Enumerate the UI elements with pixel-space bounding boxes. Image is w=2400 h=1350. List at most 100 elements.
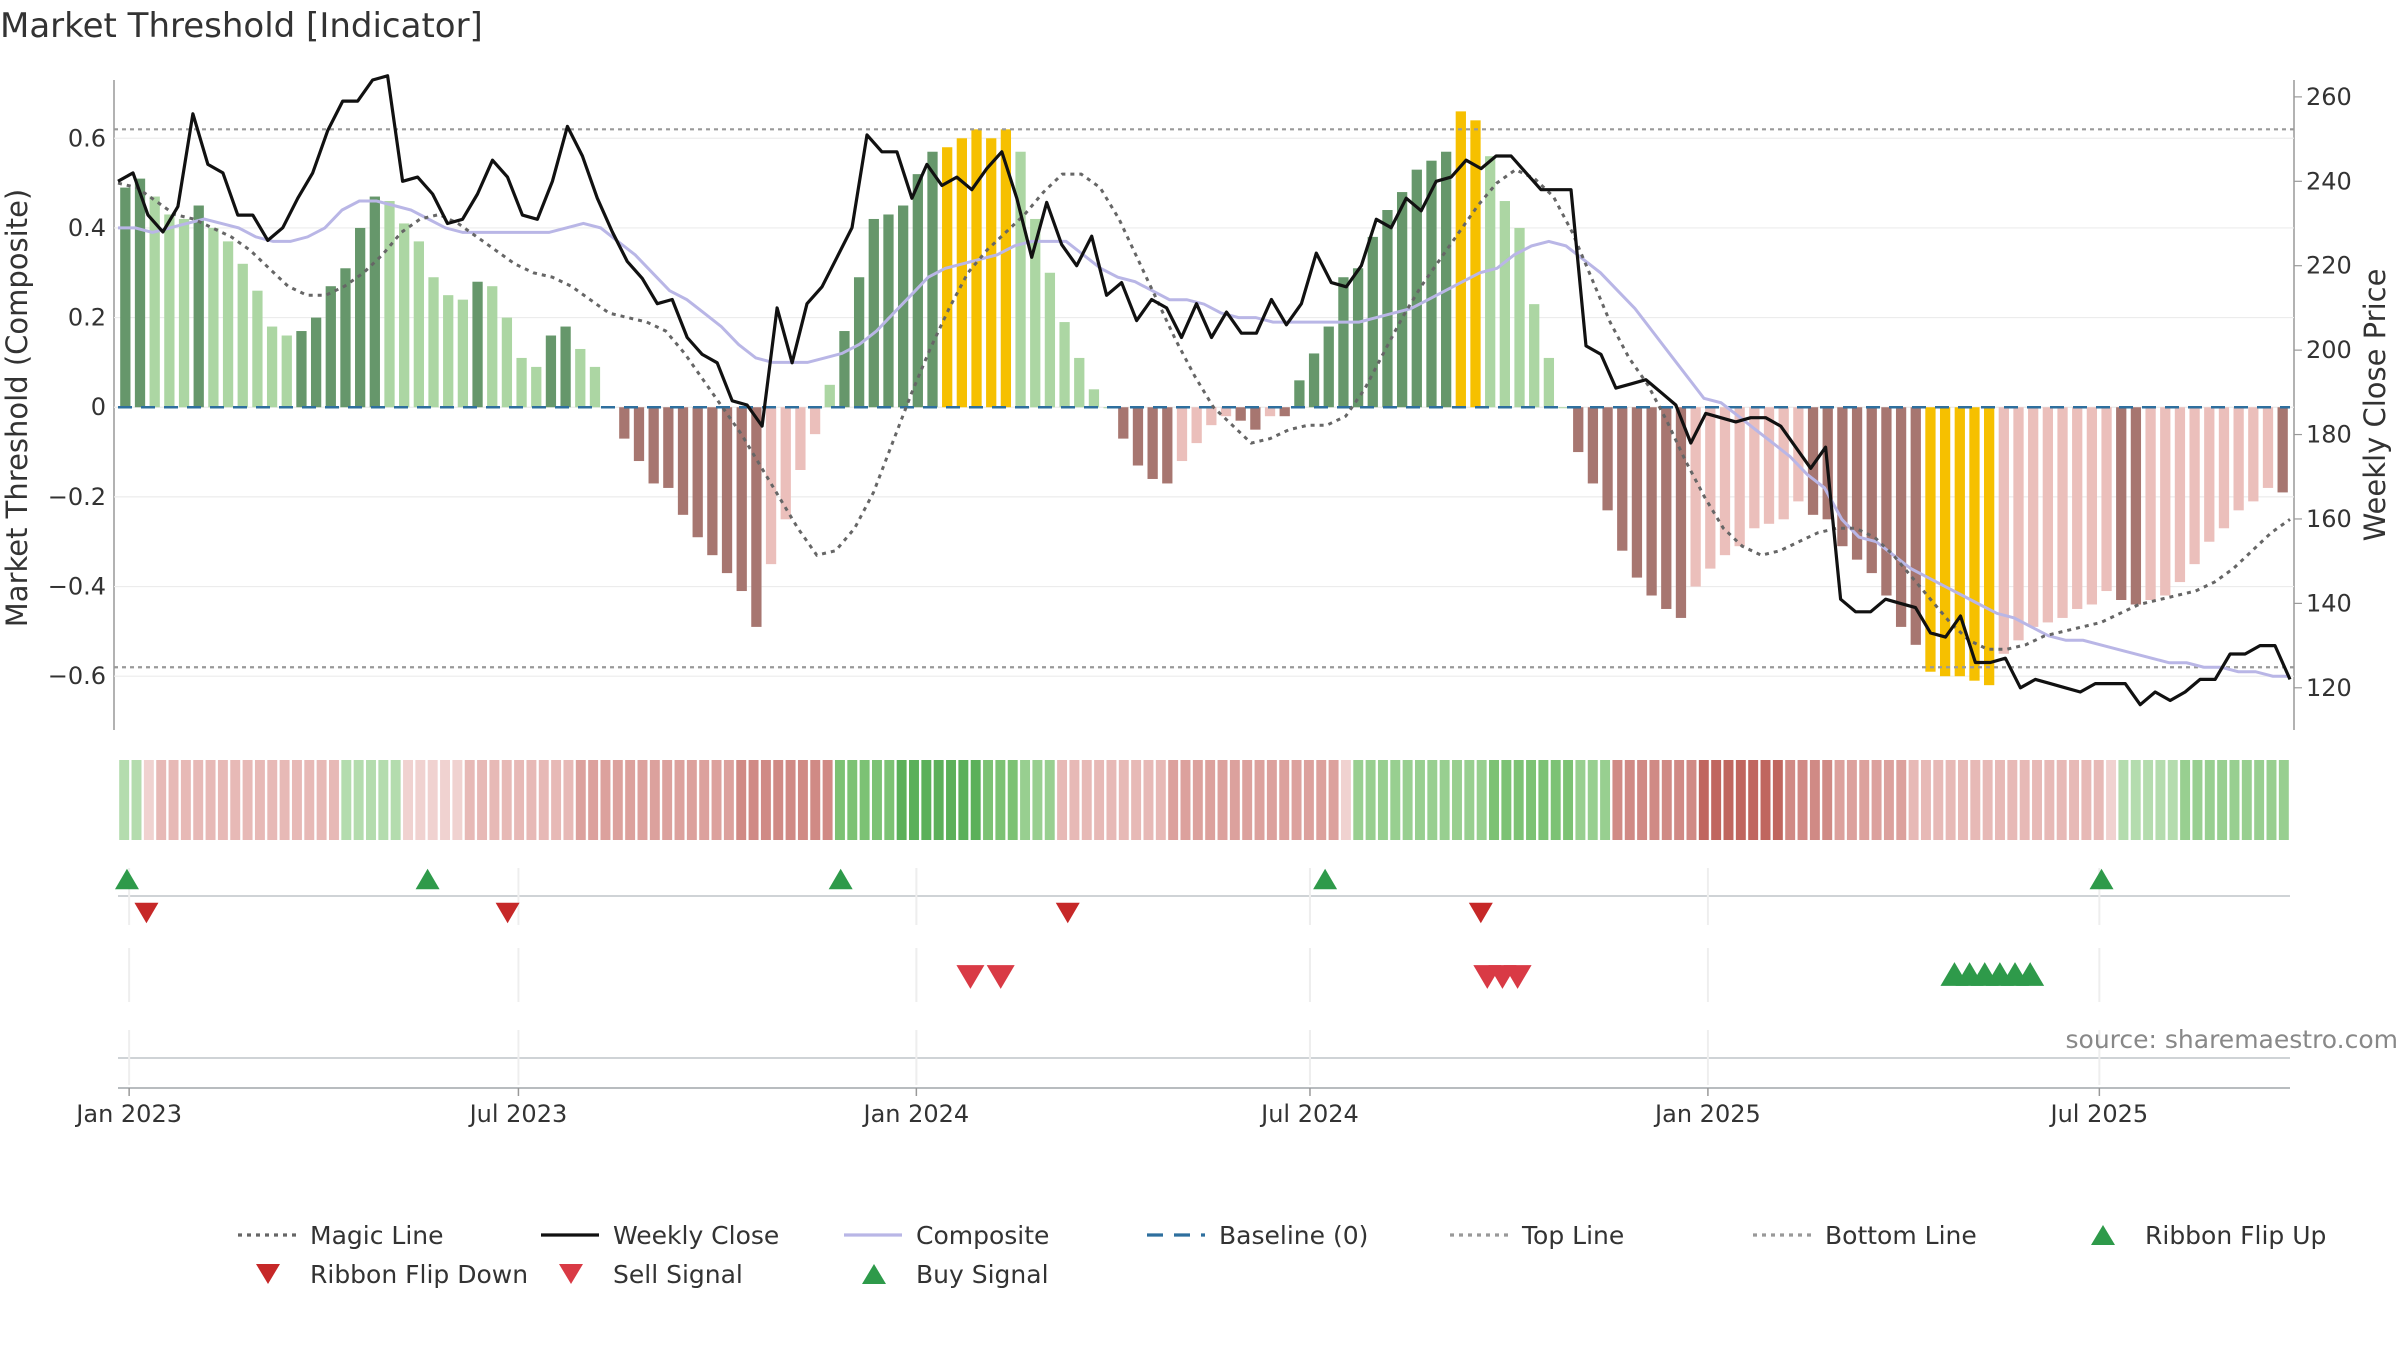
histogram-bar [296, 331, 307, 408]
ribbon-cell [1069, 760, 1080, 840]
histogram-bar [1294, 380, 1305, 408]
ribbon-cell [736, 760, 747, 840]
ribbon-cell [933, 760, 944, 840]
sell-signal-marker [1503, 965, 1532, 989]
ribbon-cell [1711, 760, 1722, 840]
ribbon-cell [1637, 760, 1648, 840]
x-axis: Jan 2023 Jul 2023 Jan 2024 Jul 2024 Jan 2025… [74, 1088, 2148, 1128]
histogram-bar [1396, 192, 1408, 408]
histogram-bar [1690, 407, 1701, 587]
ribbon-cell [1920, 760, 1931, 840]
ribbon-cell [2254, 760, 2265, 840]
histogram-bar [208, 227, 219, 408]
legend-swatch [256, 1264, 280, 1284]
ribbon-cell [1057, 760, 1068, 840]
histogram-bar [2028, 407, 2039, 627]
right-axis-label: Weekly Close Price [2358, 269, 2392, 542]
ribbon-cell [1735, 760, 1746, 840]
histogram-bar [1866, 407, 1877, 574]
ribbon-flip-up-marker [114, 868, 139, 890]
ribbon-cell [1365, 760, 1376, 840]
legend-label: Ribbon Flip Up [2145, 1221, 2326, 1250]
right-y-ticks: 260 240 220 200 180 160 140 120 [2294, 83, 2352, 702]
histogram-bar [310, 317, 322, 408]
histogram-bar [971, 129, 982, 408]
histogram-bar [942, 147, 953, 408]
y-right-tick-label: 220 [2306, 252, 2352, 280]
ribbon-cell [773, 760, 784, 840]
ribbon-cell [1279, 760, 1290, 840]
histogram-bar [516, 357, 527, 408]
histogram-bar [663, 407, 674, 488]
histogram-bar [325, 286, 336, 408]
legend-swatch [862, 1264, 886, 1284]
histogram-bar [1015, 151, 1026, 408]
ribbon-cell [2204, 760, 2215, 840]
ribbon-cell [1489, 760, 1499, 840]
sell-signal-marker [956, 965, 985, 989]
histogram-bar [883, 214, 894, 408]
histogram-bar [1264, 407, 1276, 417]
histogram-bar [2057, 407, 2068, 618]
ribbon-cell [1229, 760, 1240, 840]
ribbon-cell [119, 760, 130, 840]
composite-line [118, 199, 2290, 678]
ribbon-cell [526, 760, 537, 840]
histogram-bar [1162, 407, 1173, 484]
histogram-bar [956, 138, 967, 408]
ribbon-cell [1476, 760, 1487, 840]
histogram-bar [369, 196, 380, 408]
histogram-bar [2262, 407, 2274, 488]
ribbon-cell [810, 760, 821, 840]
histogram-bar [1441, 151, 1452, 408]
legend-label: Top Line [1521, 1221, 1624, 1250]
histogram-bar [1998, 407, 2009, 654]
ribbon-cell [1834, 760, 1845, 840]
legend-label: Buy Signal [916, 1260, 1049, 1289]
ribbon-cell [464, 760, 475, 840]
histogram-bar [266, 326, 278, 408]
histogram-bar [780, 407, 791, 520]
histogram-bar [487, 286, 498, 408]
histogram-bar [2116, 407, 2127, 600]
ribbon-cell [1427, 760, 1438, 840]
ribbon-cell [822, 760, 833, 840]
histogram-bar [2248, 407, 2259, 502]
ribbon-cell [328, 760, 339, 840]
histogram-bar [1646, 407, 1657, 596]
ribbon-cell [686, 760, 697, 840]
ribbon-cell [440, 760, 451, 840]
histogram-bar [1543, 357, 1555, 408]
histogram-bar [1030, 218, 1041, 408]
y-right-tick-label: 160 [2306, 505, 2352, 533]
histogram-bar [2145, 407, 2156, 600]
histogram-bar [1088, 389, 1100, 408]
ribbon-cell [1266, 760, 1277, 840]
ribbon-cell [1957, 760, 1968, 840]
ribbon-cell [1797, 760, 1808, 840]
ribbon-flip-down-marker [1055, 902, 1080, 924]
histogram-bar [501, 317, 513, 408]
histogram-bar [545, 335, 557, 408]
histogram-bar [281, 335, 292, 408]
ribbon-cell [896, 760, 907, 840]
histogram-bar [472, 281, 483, 408]
histogram-bar [2013, 407, 2024, 641]
histogram-bar [1250, 407, 1261, 430]
chart-title: Market Threshold [Indicator] [0, 6, 483, 46]
y-left-tick-label: −0.4 [48, 573, 106, 601]
ribbon-cell [2093, 760, 2104, 840]
source-credit: source: sharemaestro.com [2066, 1025, 2399, 1054]
ribbon-cell [180, 760, 191, 840]
histogram-bar [560, 326, 571, 408]
histogram-bar [1514, 227, 1525, 408]
histogram-bar [1367, 236, 1378, 408]
ribbon-cell [2069, 760, 2080, 840]
legend-label: Bottom Line [1825, 1221, 1977, 1250]
ribbon-cell [2229, 760, 2240, 840]
histogram-bar [1984, 407, 1995, 686]
ribbon-cell [1809, 760, 1820, 840]
histogram-bar [1000, 129, 1012, 408]
histogram-bar [912, 174, 923, 408]
